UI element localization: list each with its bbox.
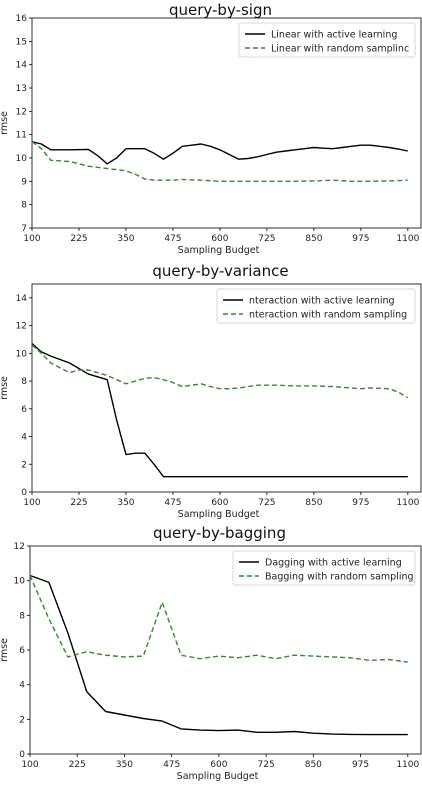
x-axis-label: Sampling Budget (178, 509, 260, 520)
chart-legend: Linear with active learning Linear with r… (238, 22, 416, 58)
series-line-1 (29, 574, 408, 736)
y-tick-label: 2 (19, 715, 25, 725)
plot-frame (31, 17, 422, 229)
y-tick-label: 8 (21, 377, 27, 387)
x-axis-label: Sampling Budget (178, 245, 260, 256)
y-tick-label: 4 (21, 433, 27, 443)
plot-frame (31, 283, 422, 493)
legend-box (238, 22, 416, 58)
y-axis-label: rmse (0, 111, 10, 135)
x-tick-label: 100 (23, 498, 40, 508)
x-tick-label: 975 (352, 760, 369, 770)
chart-title: query-by-bagging (153, 524, 286, 542)
series-line-2 (29, 575, 408, 663)
legend-entry: Bagging with random sampling (265, 572, 414, 583)
x-tick-label: 1100 (396, 234, 419, 244)
x-tick-label: 975 (352, 498, 369, 508)
x-tick-label: 600 (211, 498, 228, 508)
x-tick-label: 475 (164, 234, 181, 244)
legend-entry: Linear with random samplinc (271, 44, 409, 55)
x-tick-label: 225 (70, 234, 87, 244)
x-tick-label: 975 (352, 234, 369, 244)
x-tick-label: 725 (258, 498, 275, 508)
x-tick-label: 850 (305, 760, 322, 770)
x-tick-label: 225 (70, 498, 87, 508)
y-tick-label: 14 (16, 294, 28, 304)
y-axis-label: rmse (0, 638, 10, 662)
x-tick-label: 600 (210, 760, 227, 770)
y-tick-label: 11 (16, 131, 27, 141)
y-tick-label: 16 (16, 14, 28, 24)
y-tick-label: 12 (16, 322, 27, 332)
y-tick-label: 0 (19, 750, 25, 760)
series-line-2 (31, 344, 409, 399)
y-tick-label: 10 (16, 349, 28, 359)
legend-entry: nteraction with random sampling (249, 310, 407, 321)
y-tick-label: 6 (19, 646, 25, 656)
x-tick-label: 350 (117, 234, 134, 244)
y-tick-label: 15 (16, 37, 27, 47)
chart-legend: nteraction with active learning nteractio… (216, 288, 416, 324)
series-line-1 (31, 141, 408, 165)
x-tick-label: 100 (23, 234, 40, 244)
chart-title: query-by-sign (169, 1, 272, 19)
x-axis-label: Sampling Budget (177, 771, 259, 782)
x-tick-label: 850 (305, 498, 322, 508)
y-tick-label: 14 (16, 61, 28, 71)
y-tick-label: 4 (19, 681, 25, 691)
chart-legend: Dagging with active learning Bagging with… (232, 550, 416, 586)
legend-box (216, 288, 416, 324)
legend-entry: Linear with active learning (271, 30, 397, 41)
series-line-1 (31, 343, 408, 478)
x-tick-label: 1100 (396, 498, 419, 508)
x-tick-label: 100 (21, 760, 38, 770)
x-tick-label: 1100 (396, 760, 419, 770)
series-line-2 (31, 141, 408, 183)
x-tick-label: 475 (164, 498, 181, 508)
y-tick-label: 8 (19, 611, 25, 621)
legend-box (232, 550, 416, 586)
x-tick-label: 725 (258, 760, 275, 770)
y-tick-label: 10 (16, 154, 28, 164)
y-tick-label: 7 (21, 224, 27, 234)
x-tick-label: 850 (305, 234, 322, 244)
x-tick-label: 225 (69, 760, 86, 770)
y-tick-label: 12 (14, 542, 25, 552)
y-axis-label: rmse (0, 376, 10, 400)
legend-entry: Dagging with active learning (265, 558, 402, 569)
y-tick-label: 13 (16, 84, 27, 94)
chart-panel-1: query-by-sign 100 225 350 475 600 725 850 975 110… (0, 1, 422, 256)
legend-entry: nteraction with active learning (249, 296, 395, 307)
y-tick-label: 12 (16, 107, 27, 117)
x-tick-label: 350 (117, 498, 134, 508)
y-tick-label: 8 (21, 201, 27, 211)
y-tick-label: 10 (14, 577, 26, 587)
y-tick-label: 6 (21, 405, 27, 415)
x-tick-label: 600 (211, 234, 228, 244)
y-tick-label: 2 (21, 460, 27, 470)
y-tick-label: 9 (21, 177, 27, 187)
chart-title: query-by-variance (152, 262, 288, 280)
x-tick-label: 725 (258, 234, 275, 244)
y-tick-label: 0 (21, 488, 27, 498)
x-tick-label: 475 (163, 760, 180, 770)
x-tick-label: 350 (116, 760, 133, 770)
